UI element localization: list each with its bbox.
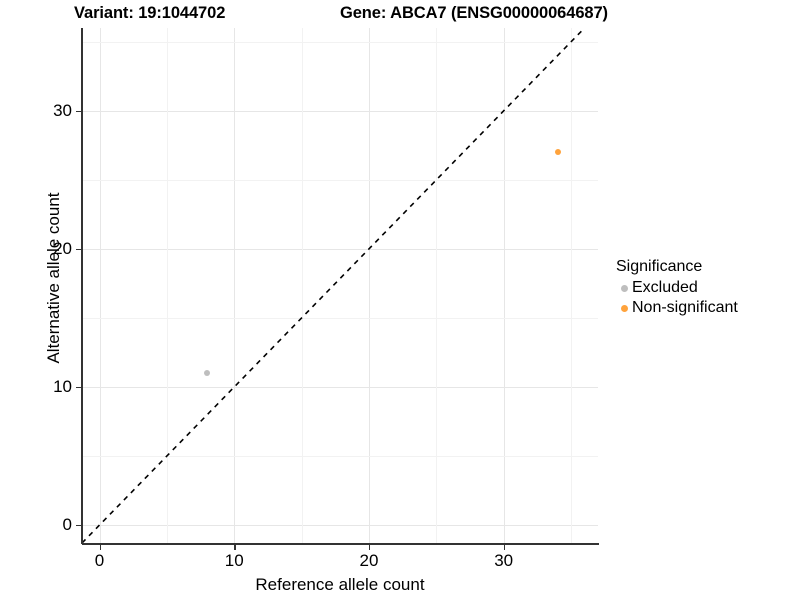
x-tick-label: 0	[94, 551, 105, 570]
data-point[interactable]	[554, 149, 561, 156]
gridline	[82, 317, 598, 319]
gridline	[82, 525, 598, 527]
x-tick-mark	[503, 545, 506, 550]
y-tick-mark	[76, 110, 81, 113]
gridline	[368, 28, 370, 543]
y-tick-mark	[76, 248, 81, 251]
x-tick-label: 20	[359, 551, 379, 570]
x-axis-title: Reference allele count	[255, 575, 425, 594]
gridline	[82, 179, 598, 181]
legend-item[interactable]: Non-significant	[616, 298, 796, 318]
x-axis-line	[82, 543, 599, 545]
y-tick-label: 0	[62, 515, 72, 535]
y-axis-line	[81, 28, 83, 544]
y-axis-title: Alternative allele count	[44, 192, 63, 364]
y-tick-label: 20	[53, 238, 72, 258]
y-tick-label: 10	[53, 376, 72, 396]
variant-title: Variant: 19:1044702	[74, 4, 226, 22]
gridline	[82, 110, 598, 112]
gridline	[82, 386, 598, 388]
legend-item-label: Excluded	[632, 279, 698, 296]
gridline	[82, 41, 598, 43]
identity-reference-line	[82, 28, 586, 543]
gridline	[571, 28, 573, 543]
x-tick-mark	[99, 545, 101, 550]
gridline	[301, 28, 303, 543]
gridline	[436, 28, 438, 543]
gene-title: Gene: ABCA7 (ENSG00000064687)	[340, 4, 608, 22]
legend-item[interactable]: Excluded	[616, 278, 796, 298]
legend-dot-icon	[616, 278, 632, 298]
legend: Significance Excluded Non-significant	[616, 258, 796, 318]
gridline	[82, 456, 598, 458]
y-tick-mark	[76, 386, 81, 389]
gridline	[99, 28, 101, 543]
x-tick-label: 10	[224, 551, 244, 570]
legend-item-label: Non-significant	[632, 299, 738, 316]
y-tick-label: 30	[53, 100, 72, 120]
gridline	[166, 28, 168, 543]
gridline	[234, 28, 236, 543]
plot-panel	[82, 28, 598, 543]
x-tick-label: 30	[494, 551, 514, 570]
legend-dot-icon	[616, 298, 632, 318]
gridline	[503, 28, 505, 543]
x-tick-mark	[234, 545, 236, 550]
gridline	[82, 248, 598, 250]
legend-items: Excluded Non-significant	[616, 278, 796, 318]
data-point[interactable]	[204, 370, 211, 377]
y-tick-mark	[76, 525, 81, 527]
legend-title: Significance	[616, 258, 703, 275]
x-tick-mark	[368, 545, 371, 550]
